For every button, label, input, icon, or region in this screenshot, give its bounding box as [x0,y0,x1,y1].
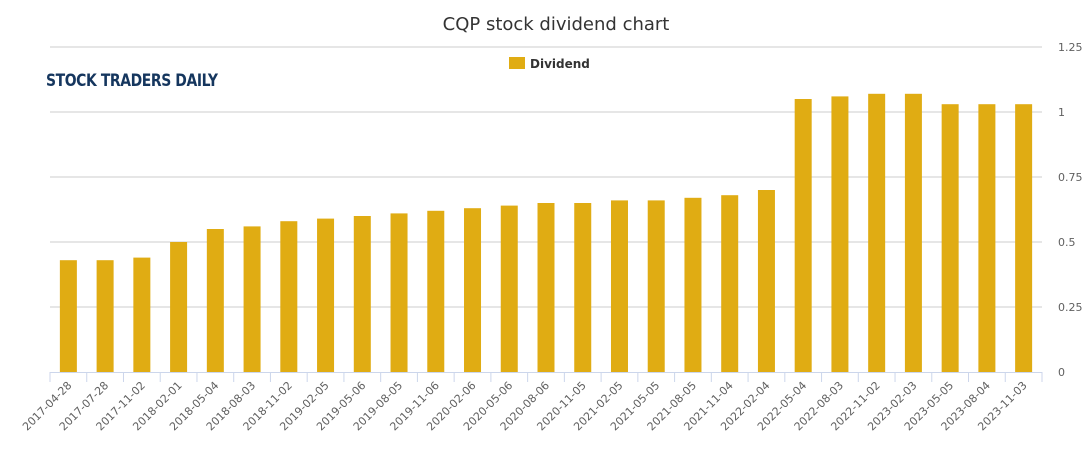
legend-swatch [509,57,525,69]
bar-2017-04-28[interactable] [59,260,77,372]
bar-2018-08-03[interactable] [243,226,261,372]
y-tick-label: 1.25 [1058,41,1083,54]
bar-2021-05-05[interactable] [647,200,665,372]
y-tick-label: 0.25 [1058,301,1083,314]
bar-2020-02-06[interactable] [464,208,482,372]
bar-2020-08-06[interactable] [537,203,555,372]
bar-2023-11-03[interactable] [1015,104,1033,372]
bar-2022-08-03[interactable] [831,96,849,373]
bar-2021-11-04[interactable] [721,195,739,372]
y-tick-label: 0.5 [1058,236,1076,249]
bar-2019-11-06[interactable] [427,210,445,372]
bar-2018-11-02[interactable] [280,221,298,372]
bar-2022-02-04[interactable] [757,190,775,372]
bar-2017-11-02[interactable] [133,257,151,372]
y-tick-label: 0.75 [1058,171,1083,184]
chart-title: CQP stock dividend chart [443,14,670,35]
bar-2020-05-06[interactable] [500,205,518,372]
bar-2022-11-02[interactable] [868,93,886,373]
bar-2020-11-05[interactable] [574,203,592,372]
bar-2023-08-04[interactable] [978,104,996,372]
bar-series [59,93,1033,373]
bar-2022-05-04[interactable] [794,99,812,372]
x-axis-tick-labels: 2017-04-282017-07-282017-11-022018-02-01… [20,379,1030,433]
y-tick-label: 0 [1058,366,1065,379]
logo-text: STOCK TRADERS DAILY [46,71,218,91]
bar-2019-02-05[interactable] [317,218,335,372]
y-tick-label: 1 [1058,106,1065,119]
bar-2019-08-05[interactable] [390,213,408,372]
stock-traders-daily-logo: STOCK TRADERS DAILY [40,60,240,102]
x-axis [49,372,1043,382]
bar-2021-02-05[interactable] [610,200,628,372]
legend[interactable]: Dividend [509,57,590,71]
bar-2018-05-04[interactable] [206,229,224,372]
bar-2023-02-03[interactable] [904,93,922,373]
y-axis-tick-labels: 0 0.25 0.5 0.75 1 1.25 [1058,41,1083,379]
legend-label-dividend[interactable]: Dividend [530,57,590,71]
bar-2018-02-01[interactable] [170,242,188,372]
bar-2017-07-28[interactable] [96,260,114,372]
bar-2021-08-05[interactable] [684,197,702,372]
bar-2023-05-05[interactable] [941,104,959,372]
bar-2019-05-06[interactable] [353,216,371,372]
